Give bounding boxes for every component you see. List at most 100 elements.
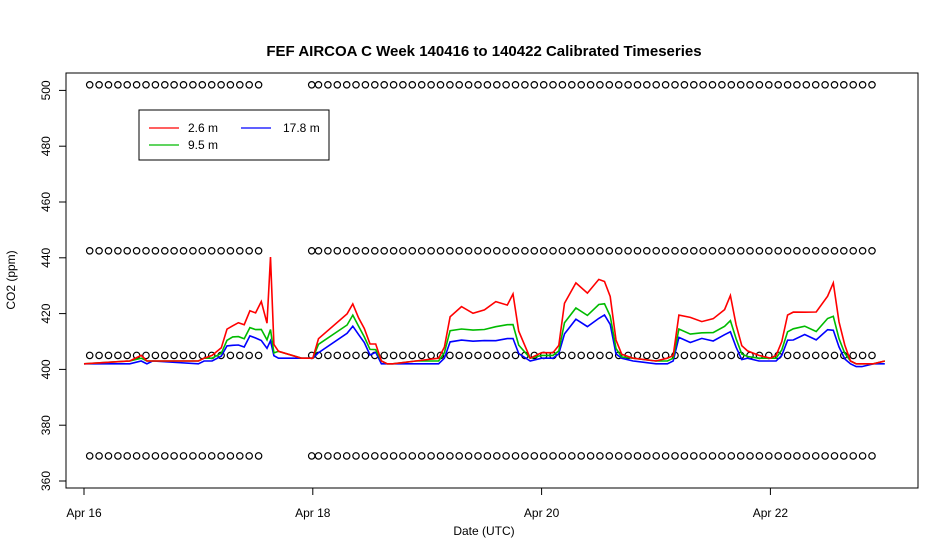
calibration-point — [399, 351, 407, 360]
calibration-point — [633, 247, 642, 255]
calibration-point — [198, 247, 207, 255]
calibration-point — [95, 81, 103, 89]
calibration-point — [671, 247, 679, 255]
calibration-point — [830, 452, 839, 460]
calibration-point — [671, 452, 679, 460]
calibration-point — [179, 247, 188, 255]
calibration-point — [699, 351, 707, 360]
calibration-point — [389, 247, 398, 255]
calibration-point — [774, 452, 783, 460]
calibration-point — [755, 81, 764, 89]
calibration-point — [549, 452, 557, 460]
calibration-point — [605, 81, 614, 89]
calibration-point — [830, 247, 839, 255]
calibration-point — [427, 351, 435, 360]
calibration-point — [455, 351, 464, 360]
calibration-point — [839, 452, 848, 460]
calibration-point — [521, 247, 529, 255]
calibration-point — [455, 247, 464, 255]
calibration-point — [342, 81, 351, 89]
calibration-point — [868, 351, 876, 360]
calibration-point — [642, 81, 651, 89]
calibration-point — [307, 452, 316, 460]
calibration-point — [132, 247, 141, 255]
calibration-point — [464, 452, 473, 460]
calibration-point — [161, 351, 169, 360]
calibration-point — [539, 452, 548, 460]
calibration-point — [839, 81, 848, 89]
calibration-point — [361, 452, 370, 460]
calibration-point — [85, 351, 94, 360]
calibration-point — [718, 81, 726, 89]
calibration-point — [474, 247, 482, 255]
calibration-point — [708, 247, 717, 255]
calibration-point — [380, 351, 389, 360]
y-tick-label: 380 — [39, 415, 53, 435]
legend-label-9-5m: 9.5 m — [188, 138, 218, 152]
calibration-point — [511, 81, 520, 89]
calibration-point — [502, 81, 510, 89]
calibration-point — [333, 452, 342, 460]
calibration-point — [511, 351, 520, 360]
calibration-point — [727, 452, 736, 460]
calibration-point — [511, 247, 520, 255]
calibration-point — [142, 247, 150, 255]
calibration-point — [104, 452, 113, 460]
calibration-point — [802, 247, 811, 255]
calibration-point — [811, 452, 820, 460]
calibration-point — [474, 452, 482, 460]
calibration-point — [446, 351, 454, 360]
calibration-point — [151, 351, 160, 360]
calibration-point — [483, 351, 492, 360]
calibration-point — [830, 81, 839, 89]
calibration-point — [307, 247, 316, 255]
calibration-point — [236, 452, 244, 460]
calibration-point — [226, 351, 235, 360]
calibration-point — [868, 81, 876, 89]
calibration-point — [254, 247, 263, 255]
calibration-point — [671, 81, 679, 89]
calibration-point — [708, 452, 717, 460]
calibration-point — [586, 247, 595, 255]
calibration-point — [567, 351, 576, 360]
calibration-point — [689, 81, 698, 89]
calibration-point — [427, 81, 435, 89]
calibration-point — [558, 452, 567, 460]
calibration-point — [324, 81, 332, 89]
calibration-point — [811, 81, 820, 89]
calibration-point — [254, 81, 263, 89]
calibration-point — [352, 81, 360, 89]
calibration-point — [718, 452, 726, 460]
calibration-point — [455, 81, 464, 89]
calibration-point — [633, 351, 642, 360]
calibration-point — [567, 247, 576, 255]
calibration-point — [151, 452, 160, 460]
calibration-point — [774, 247, 783, 255]
calibration-point — [474, 351, 482, 360]
calibration-point — [821, 81, 829, 89]
calibration-point — [245, 351, 254, 360]
calibration-point — [821, 247, 829, 255]
calibration-point — [217, 81, 225, 89]
calibration-point — [179, 81, 188, 89]
y-axis-label: CO2 (ppm) — [4, 250, 18, 309]
calibration-point — [577, 452, 586, 460]
calibration-point — [142, 351, 150, 360]
calibration-point — [727, 351, 736, 360]
calibration-point — [245, 81, 254, 89]
calibration-point — [727, 247, 736, 255]
calibration-point — [342, 247, 351, 255]
calibration-point — [793, 452, 801, 460]
calibration-point — [464, 81, 473, 89]
calibration-point — [530, 247, 539, 255]
y-tick-label: 500 — [39, 80, 53, 100]
calibration-point — [151, 247, 160, 255]
calibration-point — [596, 452, 604, 460]
calibration-point — [361, 247, 370, 255]
calibration-point — [114, 452, 122, 460]
calibration-point — [783, 452, 792, 460]
calibration-point — [492, 351, 501, 360]
calibration-point — [446, 247, 454, 255]
series-line-2-6-m — [83, 256, 885, 365]
calibration-point — [764, 81, 773, 89]
